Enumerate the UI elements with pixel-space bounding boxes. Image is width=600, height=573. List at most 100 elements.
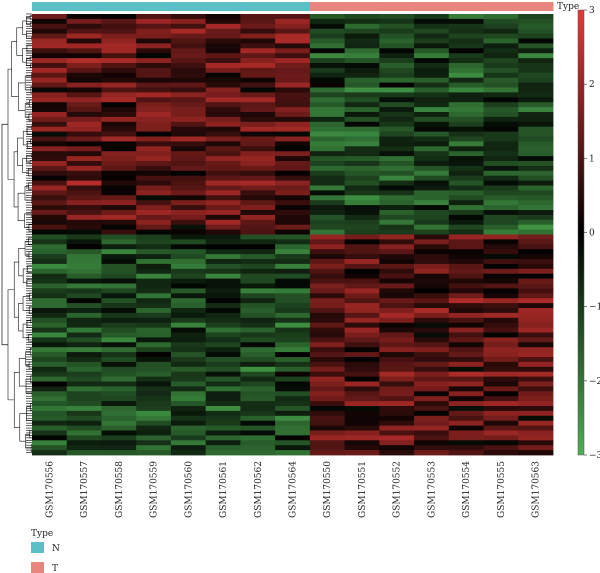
heatmap-cell bbox=[518, 48, 554, 54]
color-scale-tick-label: −1 bbox=[589, 303, 600, 313]
heatmap-cell bbox=[518, 200, 554, 206]
heatmap-cell bbox=[240, 322, 276, 328]
heatmap-cell bbox=[136, 112, 172, 118]
heatmap-cell bbox=[275, 72, 311, 79]
heatmap-cell bbox=[136, 435, 172, 441]
heatmap-cell bbox=[136, 288, 172, 294]
dendrogram-branch bbox=[13, 151, 19, 208]
heatmap-cell bbox=[205, 259, 241, 265]
heatmap-cell bbox=[414, 249, 450, 255]
heatmap-cell bbox=[344, 102, 380, 108]
heatmap-cell bbox=[448, 224, 484, 230]
heatmap-cell bbox=[136, 352, 172, 358]
heatmap-cell bbox=[344, 210, 380, 216]
heatmap-cell bbox=[414, 352, 450, 358]
heatmap-cell bbox=[101, 293, 137, 299]
heatmap-cell bbox=[309, 244, 345, 250]
heatmap-cell bbox=[205, 273, 241, 279]
heatmap-cell bbox=[170, 210, 207, 216]
heatmap-cell bbox=[518, 82, 554, 88]
heatmap-cell bbox=[344, 131, 380, 137]
heatmap-cell bbox=[170, 263, 207, 270]
heatmap-cell bbox=[66, 116, 102, 123]
heatmap-cell bbox=[170, 77, 207, 83]
heatmap-cell bbox=[136, 347, 172, 353]
heatmap-cell bbox=[66, 161, 102, 167]
heatmap-cell bbox=[66, 278, 102, 284]
heatmap-cell bbox=[66, 97, 102, 103]
heatmap-cell bbox=[448, 386, 484, 392]
heatmap-cell bbox=[344, 87, 380, 93]
heatmap-cell bbox=[448, 322, 484, 328]
heatmap-cell bbox=[414, 102, 450, 108]
heatmap-cell bbox=[101, 121, 137, 128]
heatmap-cell bbox=[101, 308, 137, 314]
heatmap-cell bbox=[483, 18, 519, 25]
heatmap-cell bbox=[309, 322, 345, 328]
heatmap-cell bbox=[448, 18, 484, 25]
heatmap-cell bbox=[379, 308, 415, 314]
heatmap-cell bbox=[101, 210, 137, 216]
heatmap-cell bbox=[344, 420, 380, 426]
heatmap-cell bbox=[518, 450, 554, 456]
heatmap-cell bbox=[101, 161, 137, 167]
heatmap-cell bbox=[309, 107, 345, 113]
heatmap-cell bbox=[414, 312, 450, 319]
heatmap-cell bbox=[275, 33, 311, 39]
heatmap-cell bbox=[170, 146, 207, 152]
heatmap-cell bbox=[448, 200, 484, 206]
heatmap-cell bbox=[309, 14, 345, 20]
heatmap-cell bbox=[344, 63, 380, 69]
heatmap-cell bbox=[136, 259, 172, 265]
heatmap-cell bbox=[136, 332, 172, 338]
heatmap-cell bbox=[240, 430, 276, 436]
heatmap-cell bbox=[136, 254, 172, 260]
heatmap-cell bbox=[483, 406, 519, 412]
heatmap-cell bbox=[101, 180, 137, 186]
heatmap-cell bbox=[275, 92, 311, 98]
heatmap-cell bbox=[101, 415, 137, 422]
heatmap-cell bbox=[414, 259, 450, 265]
heatmap-cell bbox=[414, 386, 450, 392]
heatmap-cell bbox=[240, 391, 276, 397]
heatmap-cell bbox=[518, 332, 554, 338]
heatmap-cell bbox=[170, 53, 207, 59]
heatmap-cell bbox=[518, 337, 554, 343]
heatmap-cell bbox=[414, 210, 450, 216]
heatmap-cell bbox=[275, 303, 311, 309]
heatmap-cell bbox=[66, 146, 102, 152]
heatmap-cell bbox=[344, 107, 380, 113]
heatmap-cell bbox=[205, 361, 241, 368]
heatmap-cell bbox=[136, 425, 172, 431]
heatmap-cell bbox=[448, 219, 484, 226]
heatmap-cell bbox=[309, 347, 345, 353]
heatmap-cell bbox=[66, 352, 102, 358]
heatmap-cell bbox=[379, 430, 415, 436]
heatmap-cell bbox=[344, 342, 380, 348]
heatmap-cell bbox=[205, 322, 241, 328]
heatmap-cell bbox=[205, 445, 241, 451]
heatmap-cell bbox=[32, 97, 68, 103]
heatmap-cell bbox=[448, 229, 484, 235]
heatmap-cell bbox=[518, 107, 554, 113]
heatmap-cell bbox=[379, 214, 415, 221]
heatmap-cell bbox=[101, 107, 137, 113]
heatmap-cell bbox=[414, 161, 450, 167]
heatmap-cell bbox=[136, 72, 172, 79]
heatmap-cell bbox=[309, 293, 345, 299]
heatmap-cell bbox=[170, 396, 207, 402]
heatmap-cell bbox=[32, 107, 68, 113]
heatmap-cell bbox=[344, 401, 380, 407]
heatmap-cell bbox=[448, 278, 484, 284]
heatmap-cell bbox=[518, 425, 554, 431]
heatmap-cell bbox=[205, 386, 241, 392]
heatmap-cell bbox=[32, 376, 68, 382]
heatmap-cell bbox=[344, 214, 380, 221]
heatmap-cell bbox=[379, 210, 415, 216]
heatmap-cell bbox=[483, 28, 519, 34]
heatmap-cell bbox=[448, 195, 484, 201]
heatmap-cell bbox=[205, 391, 241, 397]
heatmap-cell bbox=[275, 161, 311, 167]
heatmap-cell bbox=[205, 420, 241, 426]
heatmap-cell bbox=[66, 210, 102, 216]
